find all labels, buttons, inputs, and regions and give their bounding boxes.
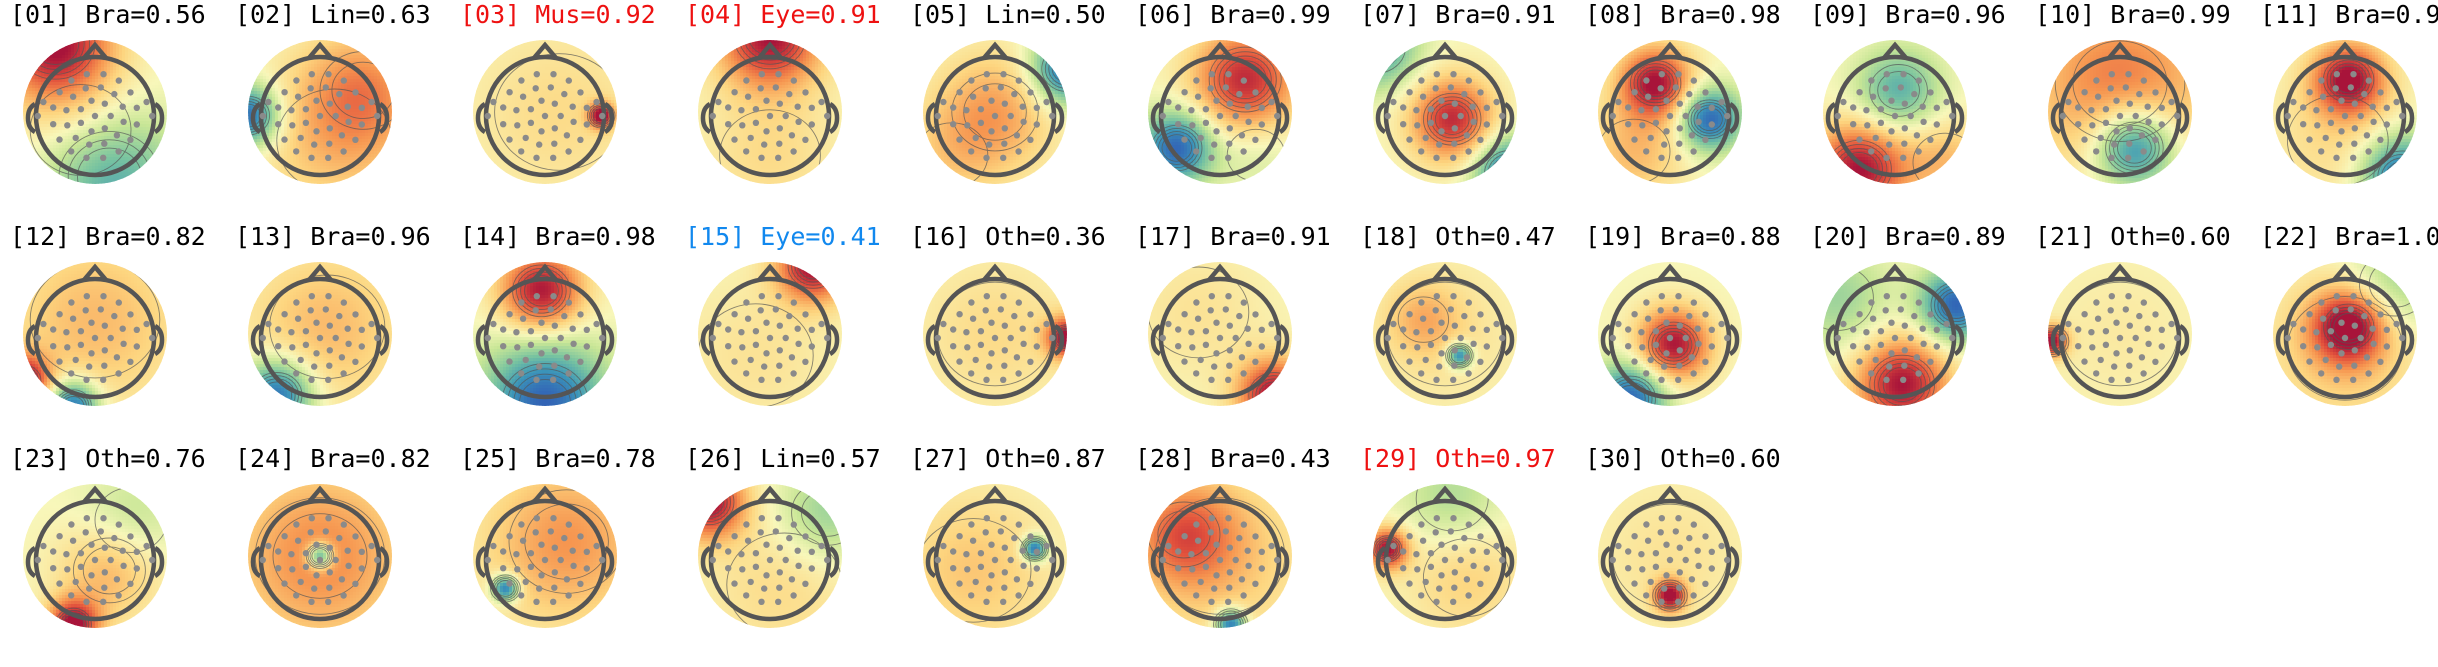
topomap-cell: [11] Bra=0.93 — [2260, 0, 2438, 222]
topomap — [240, 32, 400, 192]
topomap — [915, 254, 1075, 414]
topomap-cell: [26] Lin=0.57 — [685, 444, 910, 666]
topomap — [465, 254, 625, 414]
topomap-heat — [23, 484, 168, 629]
topomap-heat — [1148, 262, 1293, 407]
topomap-cell: [12] Bra=0.82 — [10, 222, 235, 444]
topomap — [2040, 32, 2200, 192]
topomap-heat — [1823, 40, 1968, 185]
topomap-cell: [28] Bra=0.43 — [1135, 444, 1360, 666]
topomap-cell: [22] Bra=1.00 — [2260, 222, 2438, 444]
topomap-heat — [2048, 262, 2193, 407]
topomap-cell: [21] Oth=0.60 — [2035, 222, 2260, 444]
topomap-heat — [1823, 262, 1968, 407]
topomap — [1815, 254, 1975, 414]
topomap — [915, 32, 1075, 192]
topomap-cell: [19] Bra=0.88 — [1585, 222, 1810, 444]
topomap-cell: [27] Oth=0.87 — [910, 444, 1135, 666]
topomap-cell: [16] Oth=0.36 — [910, 222, 1135, 444]
topomap-cell: [02] Lin=0.63 — [235, 0, 460, 222]
topomap-heat — [698, 40, 843, 185]
topomap — [1590, 254, 1750, 414]
topomap — [1140, 254, 1300, 414]
topomap — [1590, 476, 1750, 636]
topomap-heat — [23, 40, 168, 185]
topomap-heat — [1373, 484, 1518, 629]
topomap-cell: [10] Bra=0.99 — [2035, 0, 2260, 222]
topomap-cell: [13] Bra=0.96 — [235, 222, 460, 444]
topomap-heat — [473, 484, 618, 629]
topomap-cell: [01] Bra=0.56 — [10, 0, 235, 222]
topomap-cell: [30] Oth=0.60 — [1585, 444, 1810, 666]
topomap — [240, 476, 400, 636]
topomap-cell: [03] Mus=0.92 — [460, 0, 685, 222]
topomap — [1590, 32, 1750, 192]
topomap — [2265, 254, 2425, 414]
topomap-cell: [18] Oth=0.47 — [1360, 222, 1585, 444]
topomap — [1815, 32, 1975, 192]
topomap — [690, 32, 850, 192]
topomap — [2040, 254, 2200, 414]
topomap-cell: [08] Bra=0.98 — [1585, 0, 1810, 222]
topomap — [15, 32, 175, 192]
topomap — [240, 254, 400, 414]
topomap — [465, 32, 625, 192]
topomap — [915, 476, 1075, 636]
topomap-cell: [24] Bra=0.82 — [235, 444, 460, 666]
topomap-cell: [29] Oth=0.97 — [1360, 444, 1585, 666]
topomap-heat — [248, 484, 393, 629]
topomap-heat — [923, 262, 1068, 407]
topomap-heat — [698, 484, 843, 629]
topomap — [2265, 32, 2425, 192]
topomap-cell: [20] Bra=0.89 — [1810, 222, 2035, 444]
topomap-cell: [06] Bra=0.99 — [1135, 0, 1360, 222]
topomap — [1140, 32, 1300, 192]
topomap-cell: [17] Bra=0.91 — [1135, 222, 1360, 444]
topomap-heat — [1598, 262, 1743, 407]
topomap — [15, 476, 175, 636]
topomap — [690, 254, 850, 414]
topomap — [1140, 476, 1300, 636]
topomap-cell: [23] Oth=0.76 — [10, 444, 235, 666]
topomap — [465, 476, 625, 636]
topomap-cell: [09] Bra=0.96 — [1810, 0, 2035, 222]
topomap — [1365, 254, 1525, 414]
topomap-cell: [15] Eye=0.41 — [685, 222, 910, 444]
topomap-cell: [07] Bra=0.91 — [1360, 0, 1585, 222]
topomap — [690, 476, 850, 636]
topomap-heat — [923, 40, 1068, 185]
topomap-cell: [25] Bra=0.78 — [460, 444, 685, 666]
topomap-heat — [1148, 484, 1293, 629]
topomap-heat — [2273, 262, 2418, 407]
topomap — [15, 254, 175, 414]
topomap-heat — [1373, 262, 1518, 407]
topomap-heat — [473, 262, 618, 407]
topomap-cell: [05] Lin=0.50 — [910, 0, 1135, 222]
topomap-cell: [14] Bra=0.98 — [460, 222, 685, 444]
topomap-cell: [04] Eye=0.91 — [685, 0, 910, 222]
topomap-heat — [1598, 40, 1743, 185]
topomap — [1365, 32, 1525, 192]
topomap-heat — [2048, 40, 2193, 185]
topomap — [1365, 476, 1525, 636]
